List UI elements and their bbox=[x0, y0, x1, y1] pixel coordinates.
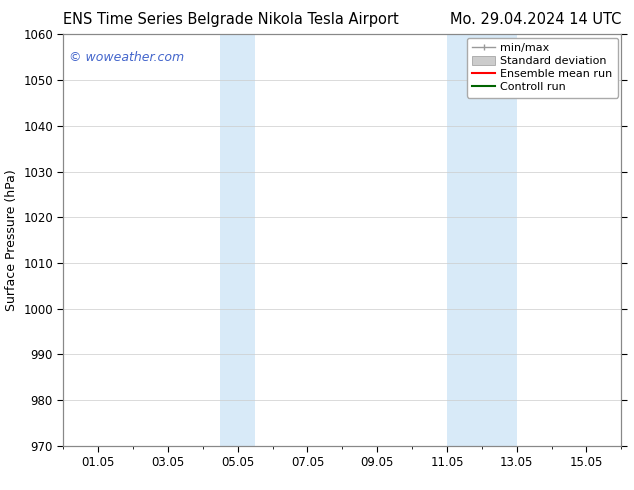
Bar bbox=[447, 34, 517, 446]
Bar bbox=[221, 34, 255, 446]
Legend: min/max, Standard deviation, Ensemble mean run, Controll run: min/max, Standard deviation, Ensemble me… bbox=[467, 38, 618, 98]
Text: © woweather.com: © woweather.com bbox=[69, 51, 184, 64]
Text: ENS Time Series Belgrade Nikola Tesla Airport: ENS Time Series Belgrade Nikola Tesla Ai… bbox=[63, 12, 399, 27]
Y-axis label: Surface Pressure (hPa): Surface Pressure (hPa) bbox=[4, 169, 18, 311]
Text: Mo. 29.04.2024 14 UTC: Mo. 29.04.2024 14 UTC bbox=[450, 12, 621, 27]
